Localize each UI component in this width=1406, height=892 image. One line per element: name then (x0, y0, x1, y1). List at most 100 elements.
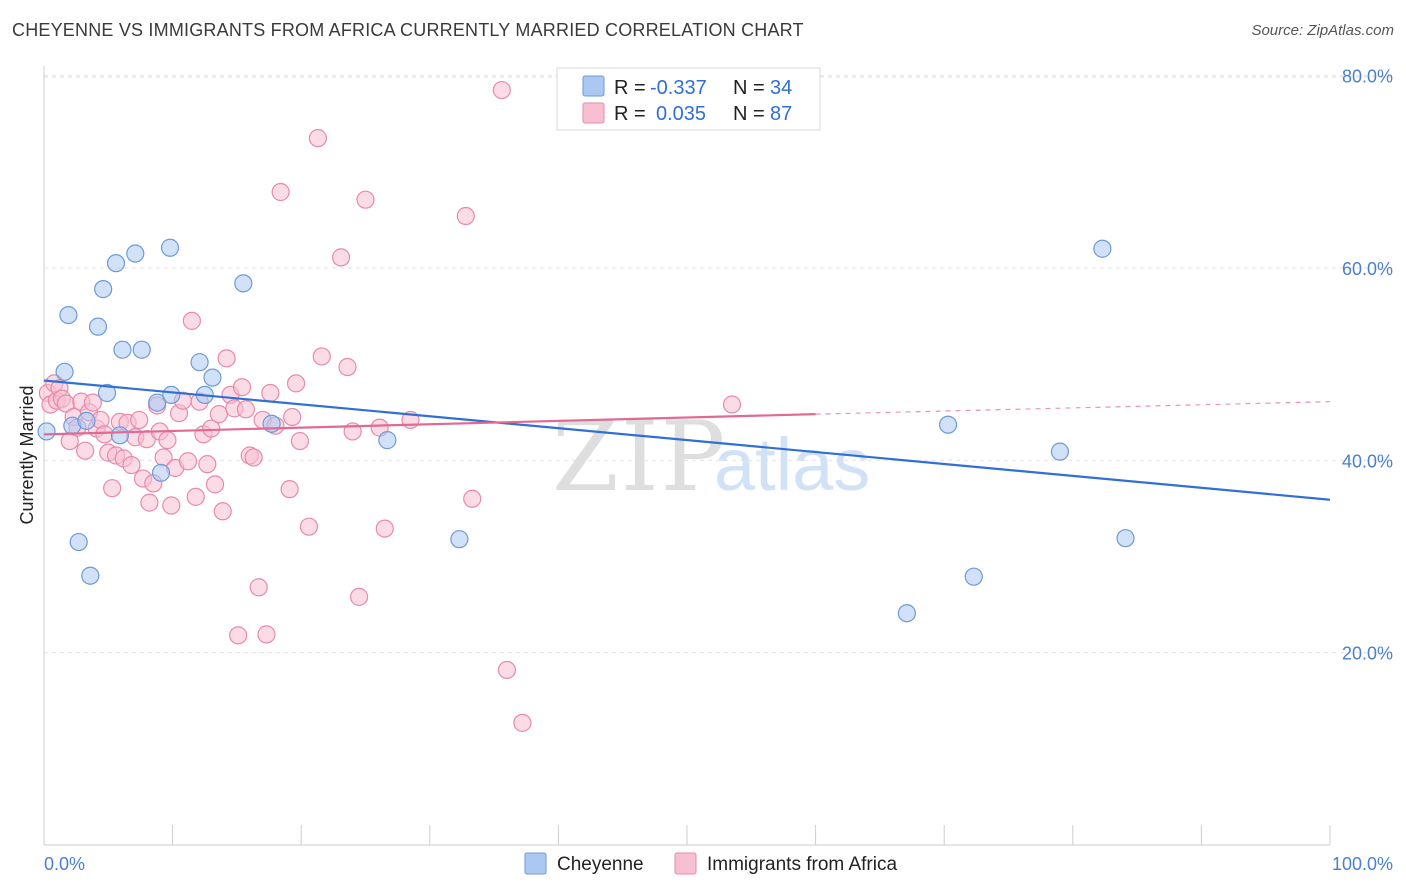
point-cheyenne (378, 431, 397, 450)
point-immigrants-from-africa (236, 400, 256, 419)
point-immigrants-from-africa (338, 357, 357, 377)
point-immigrants-from-africa (205, 475, 225, 494)
point-immigrants-from-africa (249, 578, 268, 597)
point-immigrants-from-africa (356, 190, 375, 209)
y-tick-label: 20.0% (1342, 644, 1393, 664)
point-cheyenne (1116, 529, 1135, 548)
point-immigrants-from-africa (456, 206, 475, 226)
point-immigrants-from-africa (244, 448, 263, 467)
point-immigrants-from-africa (349, 587, 369, 606)
point-immigrants-from-africa (497, 660, 517, 680)
point-immigrants-from-africa (178, 452, 198, 471)
point-cheyenne (964, 567, 983, 586)
legend-swatch-immigrants (582, 102, 605, 124)
y-axis-title: Currently Married (17, 385, 37, 524)
legend-r-label-immigrants: R = (614, 103, 646, 125)
point-cheyenne (126, 244, 145, 263)
x-tick-label-max: 100.0% (1332, 854, 1393, 874)
point-cheyenne (151, 463, 171, 482)
point-cheyenne (37, 422, 56, 441)
point-cheyenne (162, 385, 181, 405)
point-immigrants-from-africa (286, 374, 306, 393)
chart-source: Source: ZipAtlas.com (1251, 22, 1394, 39)
bottom-legend: Cheyenne Immigrants from Africa (524, 852, 897, 875)
point-cheyenne (97, 383, 117, 403)
point-immigrants-from-africa (375, 519, 394, 538)
point-cheyenne (234, 274, 253, 293)
legend-swatch-cheyenne (582, 75, 605, 97)
bottom-legend-label-cheyenne: Cheyenne (557, 854, 644, 875)
point-immigrants-from-africa (463, 489, 482, 508)
y-tick-labels: 20.0% 40.0% 60.0% 80.0% (1342, 67, 1393, 664)
point-cheyenne (59, 305, 78, 325)
x-tick-label-min: 0.0% (44, 854, 85, 874)
point-immigrants-from-africa (140, 493, 159, 512)
point-immigrants-from-africa (261, 383, 280, 403)
point-immigrants-from-africa (232, 378, 252, 397)
legend-n-value-immigrants: 87 (770, 103, 792, 125)
point-immigrants-from-africa (198, 455, 217, 474)
series-immigrants-from-africa (38, 80, 742, 732)
point-immigrants-from-africa (103, 479, 122, 498)
point-immigrants-from-africa (182, 311, 201, 330)
point-cheyenne (1050, 442, 1070, 461)
y-tick-label: 60.0% (1342, 259, 1393, 279)
point-cheyenne (190, 353, 209, 372)
point-immigrants-from-africa (186, 487, 205, 506)
bottom-legend-swatch-immigrants (674, 852, 697, 875)
x-ticks (43, 825, 1331, 845)
point-immigrants-from-africa (331, 248, 351, 267)
legend-box: R = -0.337 N = 34 R = 0.035 N = 87 (556, 67, 821, 131)
point-cheyenne (110, 426, 129, 445)
point-cheyenne (77, 411, 96, 430)
point-immigrants-from-africa (283, 407, 302, 427)
legend-n-value-cheyenne: 34 (770, 77, 792, 99)
point-cheyenne (148, 393, 167, 412)
point-cheyenne (938, 415, 958, 434)
point-immigrants-from-africa (257, 625, 276, 644)
y-tick-label: 40.0% (1342, 451, 1393, 471)
point-cheyenne (55, 362, 74, 381)
point-immigrants-from-africa (158, 431, 177, 450)
point-immigrants-from-africa (122, 456, 141, 475)
point-cheyenne (88, 317, 108, 336)
trend-lines (43, 379, 1331, 501)
point-immigrants-from-africa (280, 480, 299, 499)
grid-lines (44, 75, 1393, 654)
point-immigrants-from-africa (290, 431, 310, 451)
point-cheyenne (106, 254, 126, 273)
bottom-legend-swatch-cheyenne (524, 852, 547, 875)
point-cheyenne (113, 340, 132, 359)
point-immigrants-from-africa (95, 425, 114, 444)
point-immigrants-from-africa (299, 517, 319, 536)
y-tick-label: 80.0% (1342, 67, 1393, 87)
point-immigrants-from-africa (492, 80, 511, 100)
point-immigrants-from-africa (229, 626, 248, 645)
legend-n-label-cheyenne: N = (733, 77, 765, 99)
point-cheyenne (69, 532, 88, 552)
point-immigrants-from-africa (202, 419, 221, 438)
point-cheyenne (160, 238, 180, 257)
trend-line-immigrants (43, 413, 816, 436)
trend-line-immigrants-extension (815, 401, 1331, 415)
point-cheyenne (132, 340, 151, 359)
legend-r-value-cheyenne: -0.337 (650, 77, 707, 99)
series-cheyenne (37, 238, 1135, 623)
trend-line-cheyenne (43, 379, 1331, 501)
legend-r-label-cheyenne: R = (614, 77, 646, 99)
point-cheyenne (897, 604, 917, 623)
point-cheyenne (81, 566, 100, 585)
watermark-atlas: atlas (714, 423, 870, 506)
point-cheyenne (203, 368, 222, 387)
point-immigrants-from-africa (271, 182, 290, 202)
point-immigrants-from-africa (130, 410, 149, 430)
point-immigrants-from-africa (722, 395, 742, 414)
point-cheyenne (94, 280, 113, 299)
legend-r-value-immigrants: 0.035 (656, 103, 706, 125)
point-cheyenne (262, 414, 281, 433)
point-immigrants-from-africa (83, 393, 102, 412)
point-immigrants-from-africa (513, 713, 532, 732)
point-immigrants-from-africa (312, 347, 331, 366)
point-immigrants-from-africa (209, 405, 228, 424)
